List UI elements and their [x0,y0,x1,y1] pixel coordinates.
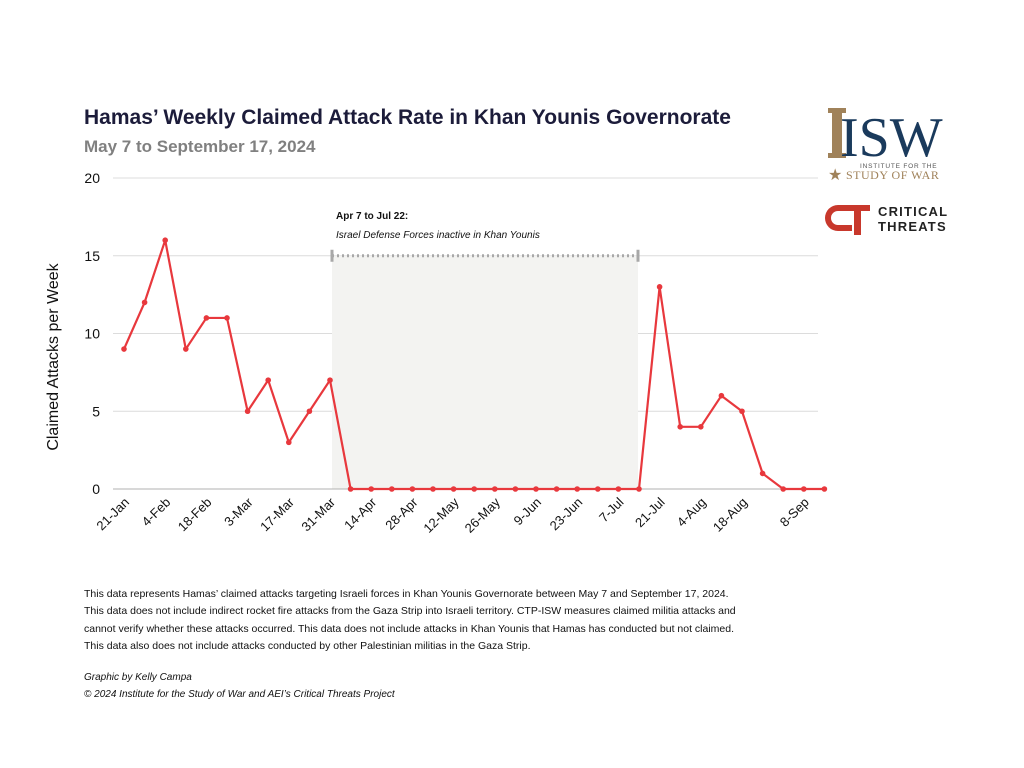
x-tick-label: 4-Aug [674,495,709,530]
x-tick-label: 18-Aug [710,495,750,535]
y-tick-label: 5 [92,403,100,419]
isw-logo-mark: ISW [840,107,943,169]
data-point [471,486,478,492]
star-icon: ★ [828,165,842,184]
ct-logo-line1: CRITICAL [878,204,948,219]
x-tick-label: 18-Feb [175,495,215,535]
data-point [595,486,601,492]
x-tick-label: 14-Apr [341,494,380,533]
x-tick-label: 12-May [420,494,462,536]
x-tick-label: 4-Feb [139,495,174,530]
data-point [821,486,828,492]
data-point [553,486,560,492]
x-tick-label: 3-Mar [221,494,256,529]
chart-title: Hamas’ Weekly Claimed Attack Rate in Kha… [84,106,731,129]
footnote: This data represents Hamas’ claimed atta… [84,586,844,655]
annotation-text: Israel Defense Forces inactive in Khan Y… [336,230,540,241]
isw-logo: ISW INSTITUTE FOR THE ★ STUDY OF WAR [828,107,943,184]
data-point [244,408,251,415]
data-point [409,486,416,492]
footnote-line: cannot verify whether these attacks occu… [84,622,735,635]
y-tick-label: 0 [92,481,100,497]
y-axis-label: Claimed Attacks per Week [45,262,62,450]
copyright: © 2024 Institute for the Study of War an… [84,689,395,700]
data-point [203,315,210,321]
chart-subtitle: May 7 to September 17, 2024 [84,137,316,156]
isw-logo-line1: INSTITUTE FOR THE [860,163,937,170]
data-point [162,237,168,243]
data-point [121,346,127,352]
data-point [780,486,786,492]
ct-logo-t-stem [854,211,861,235]
x-tick-label: 7-Jul [596,494,627,525]
critical-threats-logo: CRITICAL THREATS [825,204,948,235]
x-tick-label: 23-Jun [547,495,586,534]
data-point [656,284,663,290]
x-tick-labels: 21-Jan 4-Feb 18-Feb 3-Mar 17-Mar 31-Mar 14-Apr… [93,494,812,536]
x-tick-label: 21-Jan [93,495,132,534]
data-point [141,299,148,306]
isw-logo-pillar [832,110,842,156]
graphic-credit: Graphic by Kelly Campa [84,672,192,683]
data-point [574,486,580,492]
x-tick-label: 31-Mar [298,494,338,534]
series-points [121,237,828,492]
isw-logo-pillar-base [828,153,846,158]
y-tick-label: 15 [84,248,100,264]
data-point [739,408,745,415]
data-point [347,486,354,492]
data-point [286,439,292,446]
footnote-line: This data also does not include attacks … [84,639,531,652]
data-point [306,408,313,415]
isw-logo-pillar-cap [828,108,846,113]
ct-logo-line2: THREATS [878,219,947,234]
footnote-line: This data represents Hamas’ claimed atta… [84,588,729,600]
x-tick-label: 17-Mar [257,494,297,534]
data-point [430,486,436,492]
data-point [718,392,725,399]
x-tick-label: 8-Sep [777,495,812,530]
isw-logo-line2: STUDY OF WAR [846,168,939,182]
x-tick-label: 26-May [462,494,504,536]
data-point [265,377,272,383]
ct-logo-c-shape [825,205,852,231]
x-tick-label: 21-Jul [632,494,668,530]
x-tick-label: 28-Apr [382,494,421,533]
x-tick-label: 9-Jun [511,495,545,529]
data-point [636,486,642,492]
y-tick-labels: 0 5 10 15 20 [84,170,100,497]
data-point [512,486,519,492]
data-point [492,486,498,492]
data-point [450,486,457,492]
data-point [368,486,375,492]
y-tick-label: 10 [84,326,100,342]
ct-logo-t-bar [844,205,870,211]
line-chart: Apr 7 to Jul 22: Israel Defense Forces i… [45,170,828,536]
data-point [533,486,539,492]
data-point [183,346,189,352]
data-point [389,486,395,492]
data-point [759,470,766,477]
inactive-period-shade [332,255,638,489]
y-tick-label: 20 [84,170,100,186]
data-point [615,486,622,492]
data-point [698,424,704,430]
data-point [224,315,230,321]
data-point [677,424,683,430]
data-point [801,486,807,492]
annotation-title: Apr 7 to Jul 22: [336,211,408,222]
footnote-line: This data does not include indirect rock… [84,605,736,618]
data-point [327,377,333,383]
